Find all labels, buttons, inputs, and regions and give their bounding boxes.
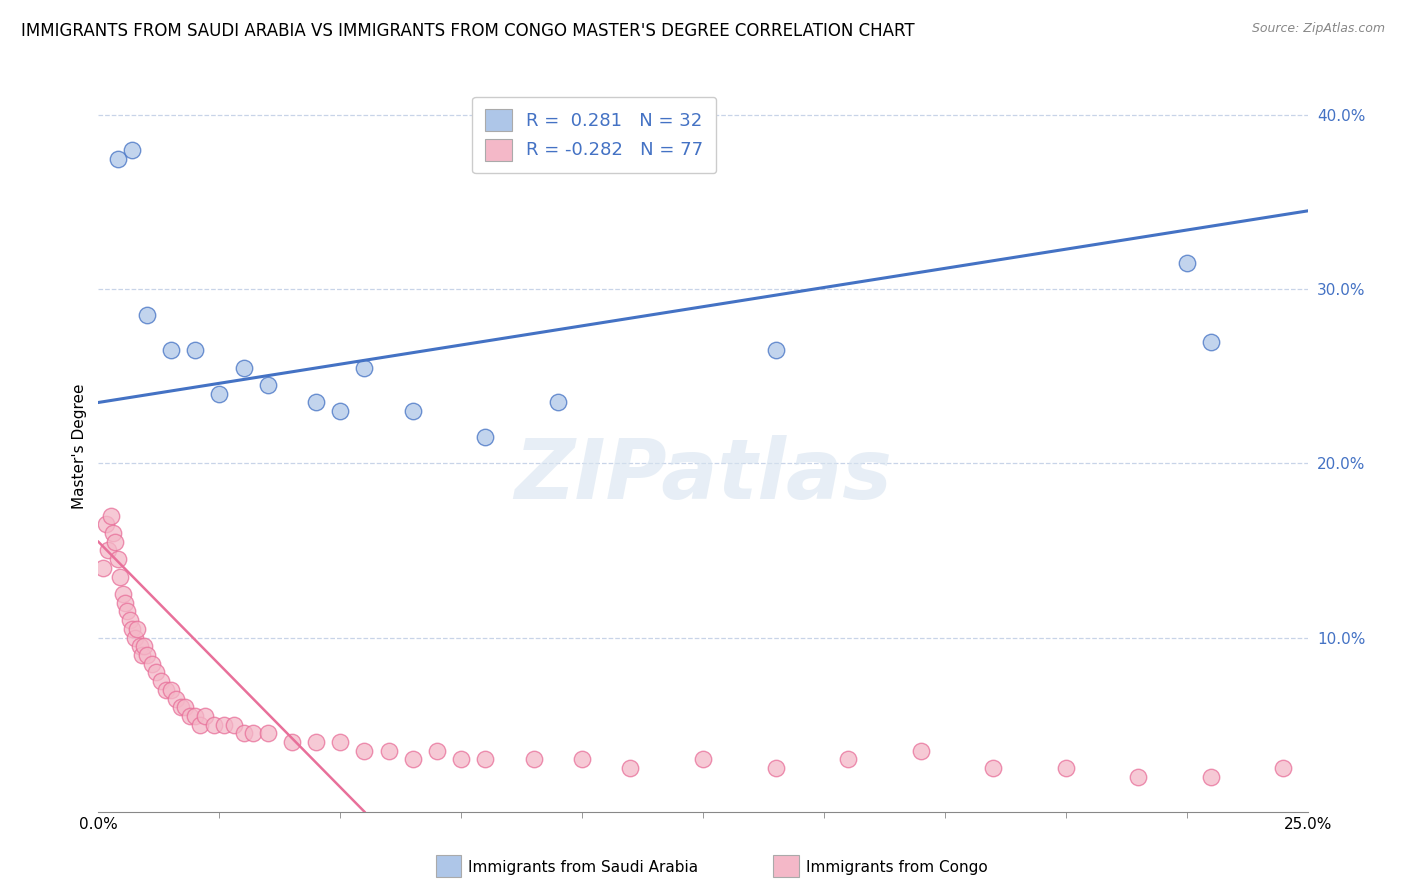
Point	[128, 640, 150, 654]
Text: Source: ZipAtlas.com: Source: ZipAtlas.com	[1251, 22, 1385, 36]
Point	[107, 552, 129, 566]
Point	[135, 309, 157, 323]
Point	[212, 717, 235, 731]
Point	[121, 622, 143, 636]
Point	[100, 508, 122, 523]
Point	[571, 752, 593, 766]
Point	[145, 665, 167, 680]
Point	[150, 674, 173, 689]
Point	[474, 430, 496, 444]
Point	[474, 752, 496, 766]
Point	[111, 587, 134, 601]
Text: IMMIGRANTS FROM SAUDI ARABIA VS IMMIGRANTS FROM CONGO MASTER'S DEGREE CORRELATIO: IMMIGRANTS FROM SAUDI ARABIA VS IMMIGRAN…	[21, 22, 915, 40]
Point	[837, 752, 859, 766]
Point	[91, 561, 114, 575]
Point	[174, 700, 197, 714]
Point	[117, 604, 139, 618]
Point	[1128, 770, 1150, 784]
Point	[402, 752, 425, 766]
Point	[910, 744, 932, 758]
Point	[1272, 761, 1295, 775]
Point	[114, 596, 136, 610]
Point	[305, 735, 328, 749]
Point	[101, 526, 124, 541]
Text: Immigrants from Congo: Immigrants from Congo	[806, 860, 987, 874]
Point	[121, 143, 143, 157]
Point	[141, 657, 163, 671]
Point	[155, 682, 177, 697]
Point	[450, 752, 472, 766]
Point	[118, 613, 141, 627]
Point	[165, 691, 187, 706]
Point	[184, 343, 207, 358]
Point	[108, 569, 131, 583]
Point	[135, 648, 157, 662]
Point	[97, 543, 120, 558]
Point	[329, 735, 352, 749]
Point	[981, 761, 1004, 775]
Point	[619, 761, 641, 775]
Point	[204, 717, 226, 731]
Point	[160, 682, 183, 697]
Point	[1199, 770, 1222, 784]
Point	[281, 735, 304, 749]
Text: Immigrants from Saudi Arabia: Immigrants from Saudi Arabia	[468, 860, 699, 874]
Point	[222, 717, 245, 731]
Point	[353, 360, 375, 375]
Point	[208, 386, 231, 401]
Point	[305, 395, 328, 409]
Point	[692, 752, 714, 766]
Point	[765, 343, 787, 358]
Point	[547, 395, 569, 409]
Point	[179, 709, 201, 723]
Point	[765, 761, 787, 775]
Point	[1175, 256, 1198, 270]
Point	[194, 709, 217, 723]
Point	[523, 752, 546, 766]
Point	[242, 726, 264, 740]
Point	[94, 517, 117, 532]
Text: ZIPatlas: ZIPatlas	[515, 434, 891, 516]
Point	[104, 534, 127, 549]
Point	[1199, 334, 1222, 349]
Point	[188, 717, 211, 731]
Point	[124, 631, 146, 645]
Legend: R =  0.281   N = 32, R = -0.282   N = 77: R = 0.281 N = 32, R = -0.282 N = 77	[472, 96, 716, 173]
Point	[169, 700, 191, 714]
Point	[131, 648, 153, 662]
Point	[329, 404, 352, 418]
Point	[107, 152, 129, 166]
Point	[256, 726, 278, 740]
Point	[353, 744, 375, 758]
Point	[256, 378, 278, 392]
Point	[1054, 761, 1077, 775]
Point	[160, 343, 183, 358]
Y-axis label: Master's Degree: Master's Degree	[72, 384, 87, 508]
Point	[127, 622, 149, 636]
Point	[232, 360, 254, 375]
Point	[402, 404, 425, 418]
Point	[134, 640, 156, 654]
Point	[232, 726, 254, 740]
Point	[426, 744, 449, 758]
Point	[184, 709, 207, 723]
Point	[377, 744, 399, 758]
